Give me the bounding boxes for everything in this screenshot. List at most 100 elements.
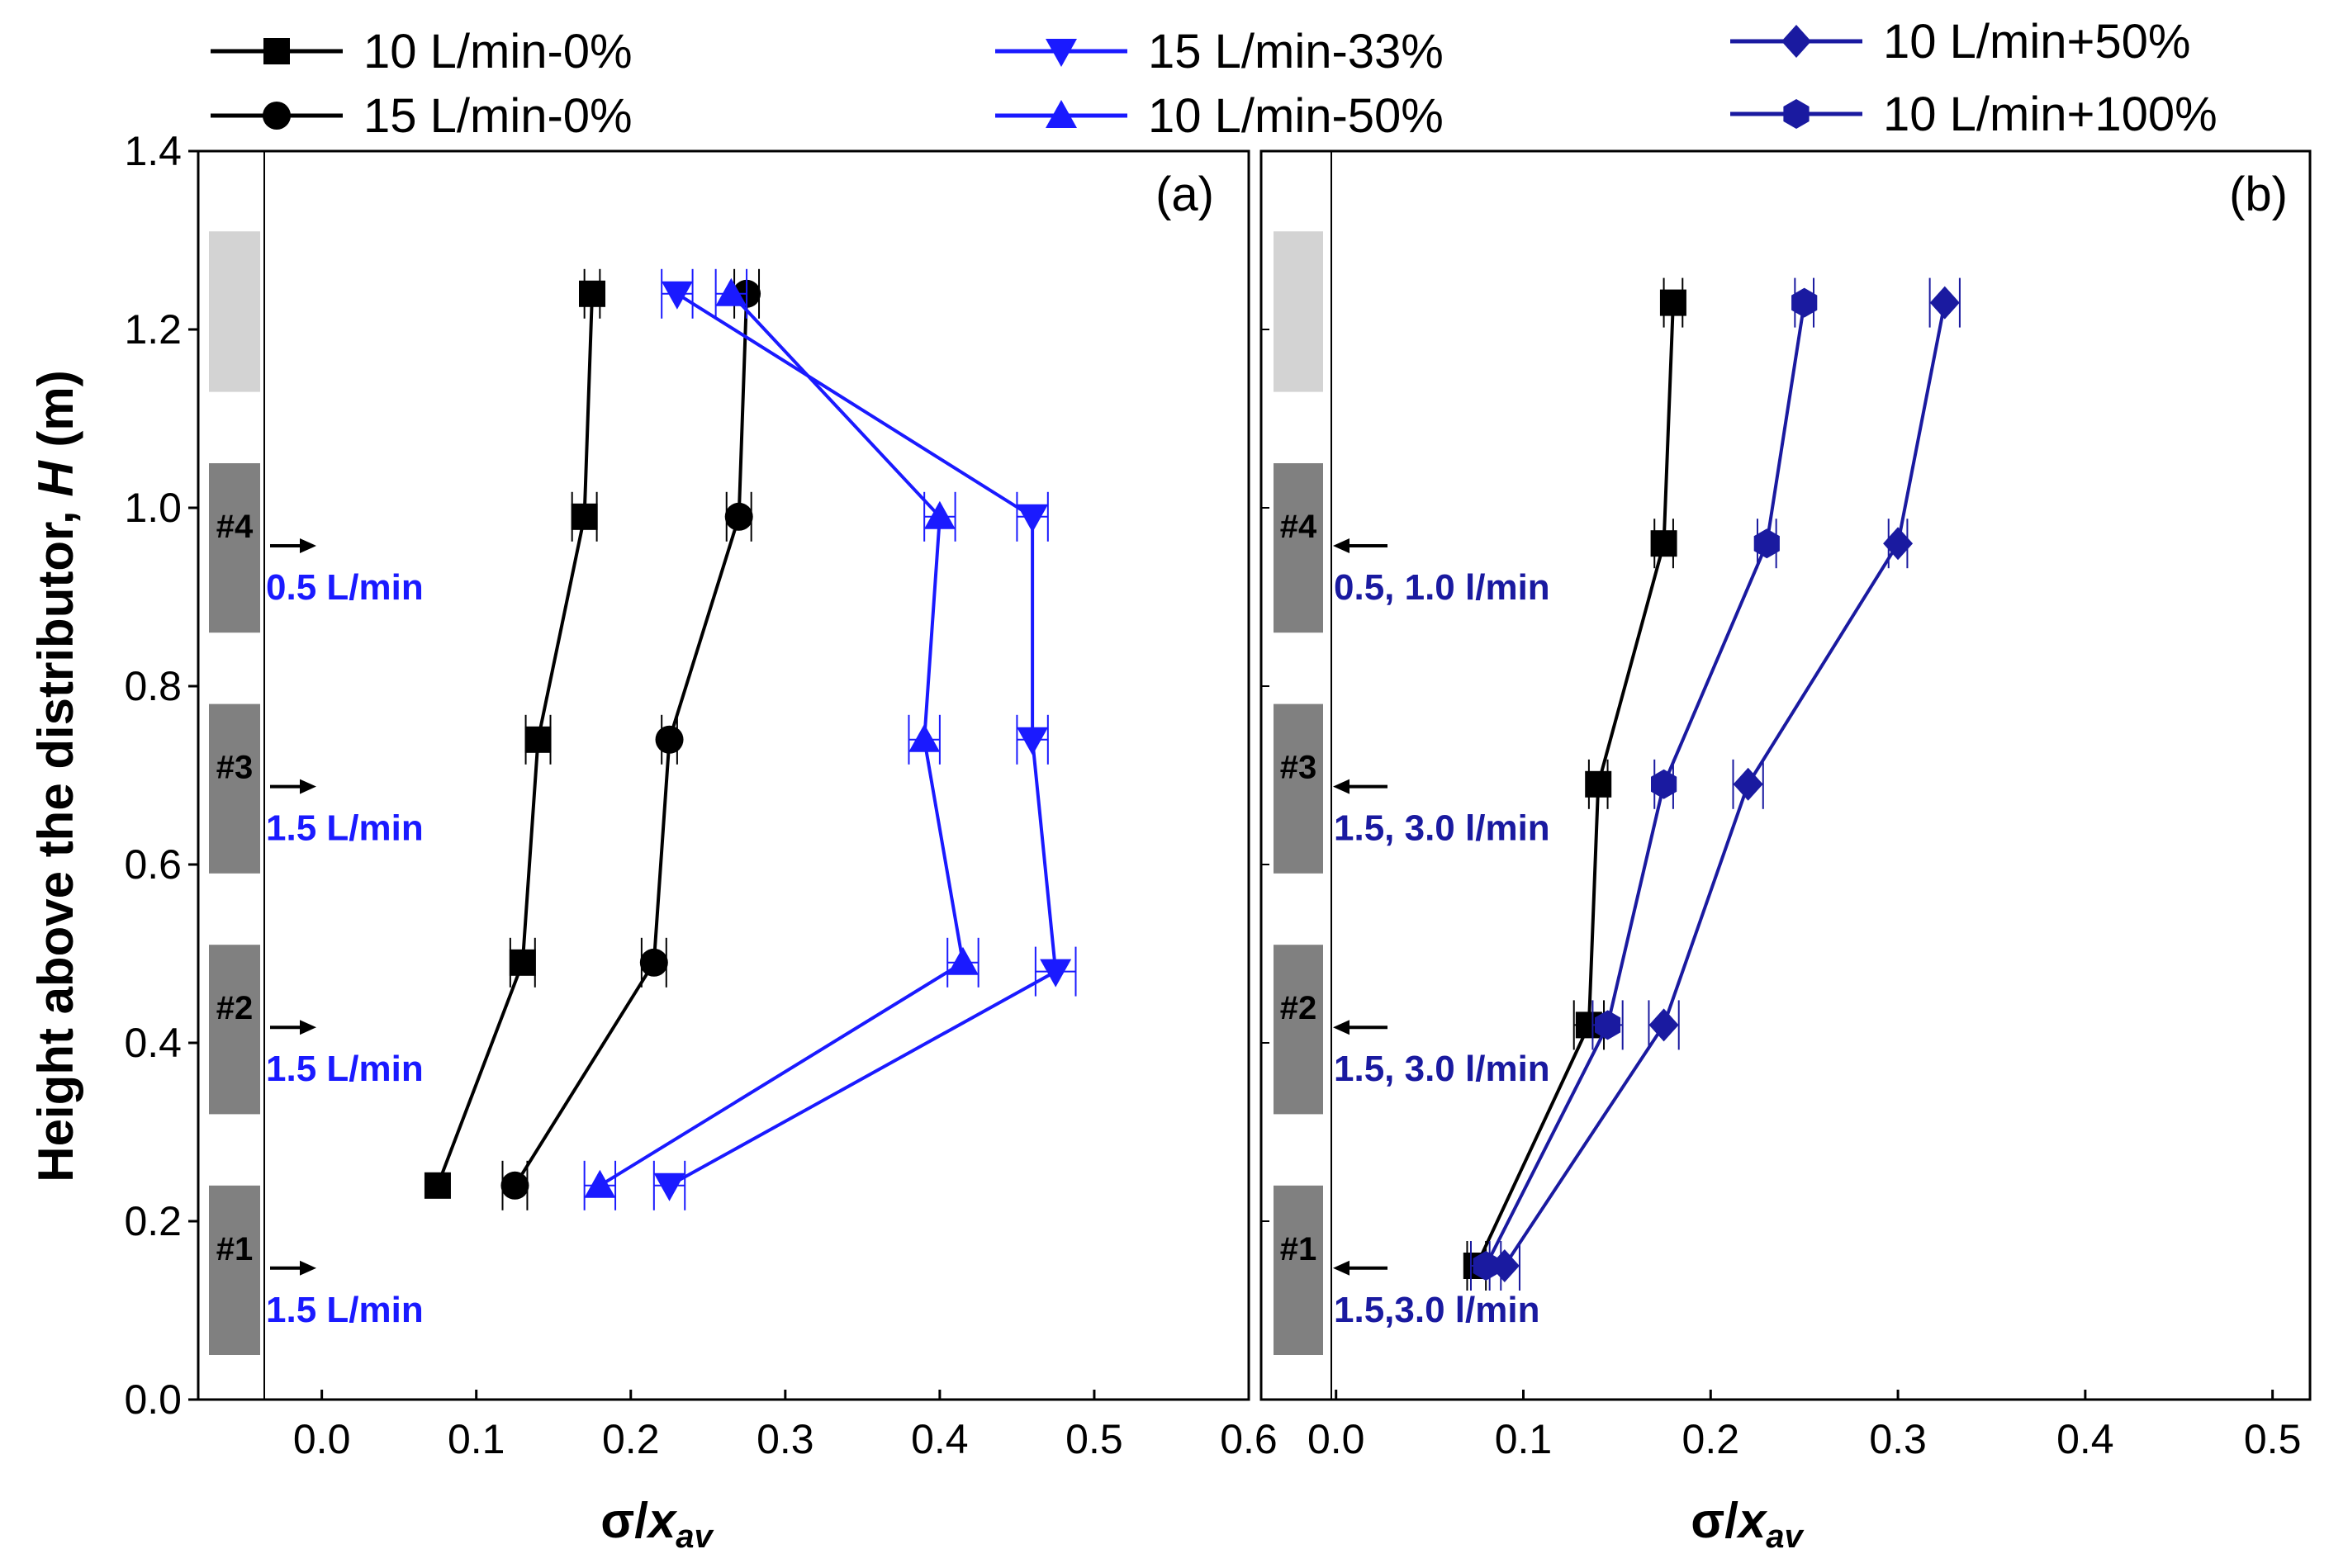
zone-label-b-2: #3 — [1280, 750, 1317, 786]
legend-marker-diamond — [1781, 25, 1811, 58]
panel-a: (a) #1 1.5 L/min #2 1.5 L/min #3 1.5 L/min #4 0… — [124, 128, 1277, 1462]
point-a-0-3 — [571, 503, 598, 530]
zone-flow-b-2: 1.5, 3.0 l/min — [1334, 808, 1550, 849]
series-line-a-2 — [668, 292, 1058, 1187]
zone-arrowhead-a-0 — [300, 1260, 316, 1276]
y-axis-title-unit: (m) — [28, 370, 83, 461]
legend-label-1: 15 L/min-0% — [363, 89, 633, 143]
legend: 10 L/min-0% 15 L/min-0% 15 L/min-33% 10 L/m… — [211, 15, 2218, 143]
zone-flow-a-0: 1.5 L/min — [266, 1290, 424, 1330]
legend-marker-triangle-down — [1046, 39, 1077, 67]
zone-b-0 — [1274, 1185, 1323, 1355]
legend-label-0: 10 L/min-0% — [363, 25, 633, 78]
series-a-0 — [424, 268, 605, 1199]
legend-marker-triangle-up — [1046, 100, 1077, 128]
panel-b-label: (b) — [2229, 168, 2288, 221]
zone-arrowhead-a-3 — [300, 538, 316, 553]
point-a-1-0 — [500, 1171, 529, 1200]
point-b-1-1 — [1648, 1008, 1679, 1042]
zone-a-4 — [209, 231, 260, 392]
zone-b-1 — [1274, 945, 1323, 1115]
zone-flow-b-0: 1.5,3.0 l/min — [1334, 1290, 1539, 1330]
zone-arrowhead-b-3 — [1333, 538, 1349, 553]
x-axis-title-a-sigma: σ/ — [600, 1493, 648, 1548]
point-a-0-1 — [509, 949, 536, 976]
zone-b-2 — [1274, 703, 1323, 874]
panel-a-label: (a) — [1155, 168, 1214, 221]
legend-label-2: 15 L/min-33% — [1148, 25, 1444, 78]
point-a-1-2 — [655, 725, 684, 754]
zone-label-a-1: #2 — [216, 990, 254, 1026]
x-axis-title-b: σ/xav — [1691, 1493, 1805, 1555]
zone-arrowhead-b-2 — [1333, 779, 1349, 794]
series-line-b-1 — [1503, 302, 1947, 1267]
zone-arrowhead-a-1 — [300, 1020, 316, 1035]
x-tick-label-b-0: 0.0 — [1307, 1416, 1365, 1462]
x-tick-label-b-5: 0.5 — [2244, 1416, 2302, 1462]
point-a-3-2 — [908, 723, 941, 752]
x-axis-title-b-sub: av — [1766, 1518, 1805, 1555]
x-axis-title-a: σ/xav — [600, 1493, 714, 1555]
y-tick-label-a-5: 1.0 — [124, 485, 182, 531]
x-axis-title-a-x: x — [646, 1493, 678, 1548]
x-tick-label-a-0: 0.0 — [293, 1416, 351, 1462]
point-b-2-2 — [1651, 769, 1677, 799]
series-b-2 — [1470, 277, 1818, 1291]
point-a-1-3 — [724, 502, 753, 531]
point-a-2-4 — [661, 281, 693, 310]
zone-label-a-3: #4 — [216, 509, 254, 545]
point-a-2-1 — [1040, 959, 1072, 988]
zone-label-a-2: #3 — [216, 750, 254, 786]
point-b-2-3 — [1753, 528, 1780, 559]
zone-flow-a-3: 0.5 L/min — [266, 567, 424, 608]
zone-a-0 — [209, 1185, 260, 1355]
zone-arrowhead-b-1 — [1333, 1020, 1349, 1035]
x-axis-title-b-sigma: σ/ — [1691, 1493, 1738, 1548]
series-line-a-0 — [436, 293, 594, 1187]
series-a-3 — [583, 268, 980, 1210]
point-b-1-2 — [1733, 767, 1763, 801]
series-a-2 — [652, 268, 1077, 1210]
y-tick-label-a-3: 0.6 — [124, 841, 182, 888]
zone-a-2 — [209, 703, 260, 874]
point-b-0-2 — [1585, 770, 1612, 798]
zone-flow-b-1: 1.5, 3.0 l/min — [1334, 1049, 1550, 1089]
point-b-2-1 — [1595, 1010, 1621, 1040]
x-tick-label-a-4: 0.4 — [911, 1416, 969, 1462]
y-tick-label-a-4: 0.8 — [124, 663, 182, 709]
y-axis-title-var: H — [28, 460, 83, 497]
x-tick-label-b-2: 0.2 — [1682, 1416, 1740, 1462]
point-b-2-0 — [1473, 1251, 1499, 1281]
zone-b-3 — [1274, 463, 1323, 633]
x-tick-label-a-2: 0.2 — [602, 1416, 660, 1462]
point-a-3-3 — [923, 500, 956, 529]
point-b-2-4 — [1791, 287, 1818, 318]
point-a-0-0 — [424, 1172, 451, 1199]
point-b-1-4 — [1929, 286, 1960, 320]
x-tick-label-a-5: 0.5 — [1065, 1416, 1123, 1462]
y-tick-label-a-2: 0.4 — [124, 1020, 182, 1066]
point-a-2-0 — [653, 1172, 685, 1201]
point-b-0-4 — [1659, 289, 1686, 316]
zone-a-1 — [209, 945, 260, 1115]
panel-b-frame — [1259, 149, 2312, 1401]
zone-flow-b-3: 0.5, 1.0 l/min — [1334, 567, 1550, 608]
y-axis-title-main: Height above the distributor, — [28, 497, 83, 1182]
y-tick-label-a-1: 0.2 — [124, 1198, 182, 1244]
point-b-0-3 — [1650, 530, 1677, 557]
point-a-3-1 — [946, 946, 979, 975]
series-line-b-0 — [1474, 302, 1675, 1267]
x-axis-title-a-sub: av — [676, 1518, 714, 1555]
y-axis-title: Height above the distributor, H (m) — [28, 370, 83, 1182]
x-tick-label-a-3: 0.3 — [757, 1416, 814, 1462]
zone-label-a-0: #1 — [216, 1231, 254, 1267]
series-b-1 — [1488, 277, 1961, 1291]
legend-label-5: 10 L/min+100% — [1883, 88, 2218, 141]
legend-label-4: 10 L/min+50% — [1883, 15, 2190, 69]
point-a-2-3 — [1017, 504, 1049, 533]
zone-label-b-3: #4 — [1280, 509, 1317, 545]
point-a-2-2 — [1017, 727, 1049, 756]
zone-arrowhead-b-0 — [1333, 1260, 1349, 1276]
point-a-0-4 — [579, 280, 605, 307]
